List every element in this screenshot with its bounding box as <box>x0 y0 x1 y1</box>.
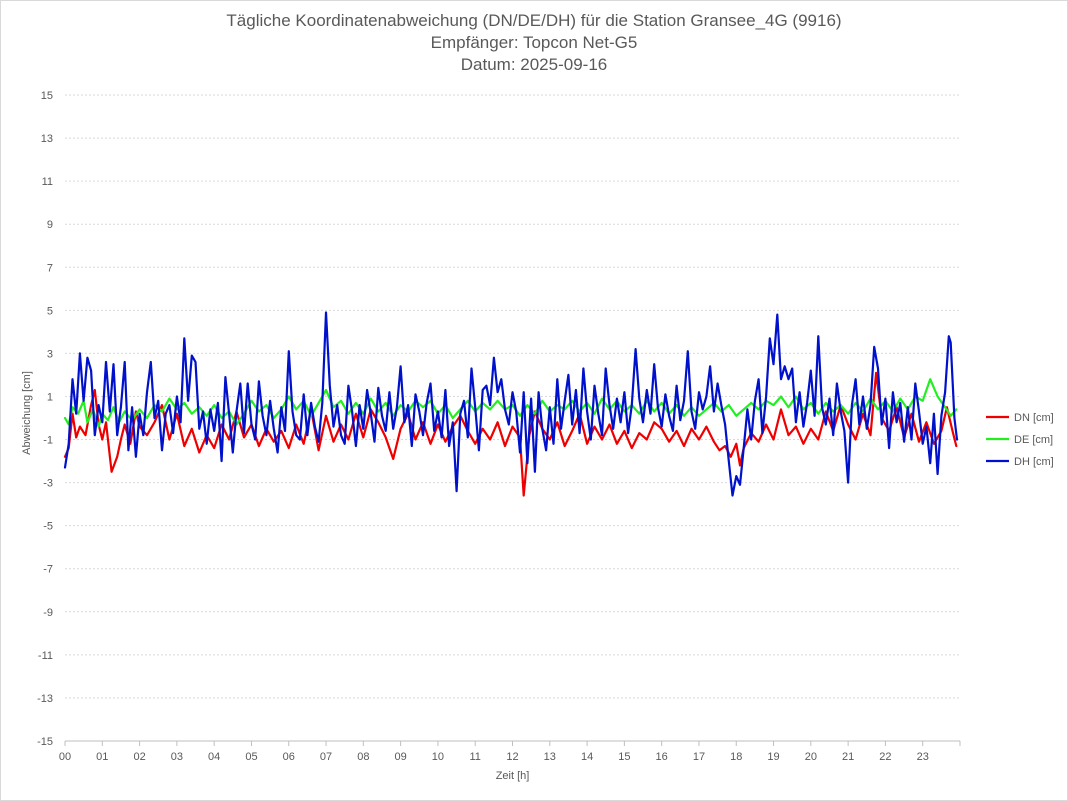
chart-date: Datum: 2025-09-16 <box>460 55 608 74</box>
x-tick-label: 17 <box>693 751 705 763</box>
x-axis-label: Zeit [h] <box>496 770 530 782</box>
chart-title-block: Tägliche Koordinatenabweichung (DN/DE/DH… <box>0 10 1068 76</box>
x-tick-label: 02 <box>133 751 145 763</box>
y-tick-label: 5 <box>47 305 53 317</box>
y-tick-label: 3 <box>47 348 53 360</box>
x-tick-label: 13 <box>544 751 556 763</box>
x-tick-label: 04 <box>208 751 220 763</box>
legend: DN [cm] DE [cm] DH [cm] <box>986 412 1054 468</box>
x-tick-label: 18 <box>730 751 742 763</box>
series-line-dh <box>63 311 959 497</box>
x-tick-label: 03 <box>171 751 183 763</box>
x-tick-label: 09 <box>395 751 407 763</box>
y-tick-label: -3 <box>43 478 53 490</box>
x-tick-label: 12 <box>506 751 518 763</box>
y-tick-label: -15 <box>37 736 53 748</box>
x-tick-label: 11 <box>469 751 480 763</box>
series-line-dn <box>63 371 958 497</box>
x-tick-label: 20 <box>805 751 817 763</box>
x-tick-label: 10 <box>432 751 444 763</box>
x-tick-label: 06 <box>283 751 295 763</box>
legend-label: DE [cm] <box>1014 434 1053 446</box>
y-tick-label: 7 <box>47 262 53 274</box>
y-tick-label: 9 <box>47 219 53 231</box>
x-tick-label: 01 <box>96 751 108 763</box>
legend-label: DN [cm] <box>1014 412 1054 424</box>
chart-title: Tägliche Koordinatenabweichung (DN/DE/DH… <box>226 11 842 30</box>
x-tick-label: 05 <box>245 751 257 763</box>
y-axis-label: Abweichung [cm] <box>21 371 33 455</box>
x-tick-label: 22 <box>879 751 891 763</box>
y-tick-label: 11 <box>42 176 53 188</box>
x-tick-label: 15 <box>618 751 630 763</box>
x-tick-label: 16 <box>656 751 668 763</box>
y-tick-label: -9 <box>43 607 53 619</box>
x-tick-label: 19 <box>767 751 779 763</box>
y-tick-label: 15 <box>41 90 53 102</box>
x-tick-label: 00 <box>59 751 71 763</box>
y-tick-label: -5 <box>43 521 53 533</box>
y-tick-label: -1 <box>43 435 53 447</box>
x-tick-label: 14 <box>581 751 593 763</box>
y-tick-label: -13 <box>37 693 53 705</box>
x-axis-ticks: 00 01 02 03 04 05 06 07 08 09 10 11 12 13 14 15 16 17 18 19… <box>59 741 961 763</box>
y-tick-label: 13 <box>41 133 53 145</box>
y-tick-label: 1 <box>47 391 53 403</box>
x-tick-label: 23 <box>917 751 929 763</box>
chart-subtitle: Empfänger: Topcon Net-G5 <box>430 33 638 52</box>
x-tick-label: 07 <box>320 751 332 763</box>
x-tick-label: 21 <box>842 751 854 763</box>
y-tick-label: -7 <box>43 564 53 576</box>
legend-label: DH [cm] <box>1014 456 1054 468</box>
data-series <box>63 311 959 497</box>
y-axis-ticks: 15 13 11 9 7 5 3 1 -1 -3 -5 -7 -9 -11 -13 -15 <box>37 90 53 748</box>
y-tick-label: -11 <box>38 650 53 662</box>
x-tick-label: 08 <box>357 751 369 763</box>
